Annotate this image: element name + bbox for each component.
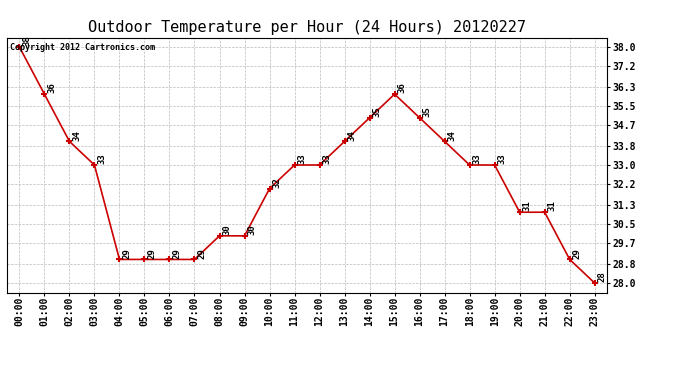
Text: 28: 28 [598, 272, 607, 282]
Text: 31: 31 [522, 201, 531, 211]
Text: 36: 36 [397, 82, 406, 93]
Text: 33: 33 [473, 153, 482, 164]
Text: 34: 34 [72, 130, 81, 141]
Text: 35: 35 [373, 106, 382, 117]
Text: 33: 33 [97, 153, 106, 164]
Text: 36: 36 [47, 82, 56, 93]
Text: 35: 35 [422, 106, 431, 117]
Text: Copyright 2012 Cartronics.com: Copyright 2012 Cartronics.com [10, 43, 155, 52]
Text: 34: 34 [447, 130, 456, 141]
Text: 30: 30 [222, 224, 231, 235]
Text: 30: 30 [247, 224, 256, 235]
Text: 33: 33 [497, 153, 506, 164]
Text: 29: 29 [197, 248, 206, 259]
Text: 33: 33 [322, 153, 331, 164]
Text: 34: 34 [347, 130, 356, 141]
Text: 38: 38 [22, 35, 31, 46]
Text: 29: 29 [573, 248, 582, 259]
Text: 32: 32 [273, 177, 282, 188]
Text: 33: 33 [297, 153, 306, 164]
Text: 29: 29 [147, 248, 156, 259]
Text: 31: 31 [547, 201, 556, 211]
Text: 29: 29 [172, 248, 181, 259]
Title: Outdoor Temperature per Hour (24 Hours) 20120227: Outdoor Temperature per Hour (24 Hours) … [88, 20, 526, 35]
Text: 29: 29 [122, 248, 131, 259]
